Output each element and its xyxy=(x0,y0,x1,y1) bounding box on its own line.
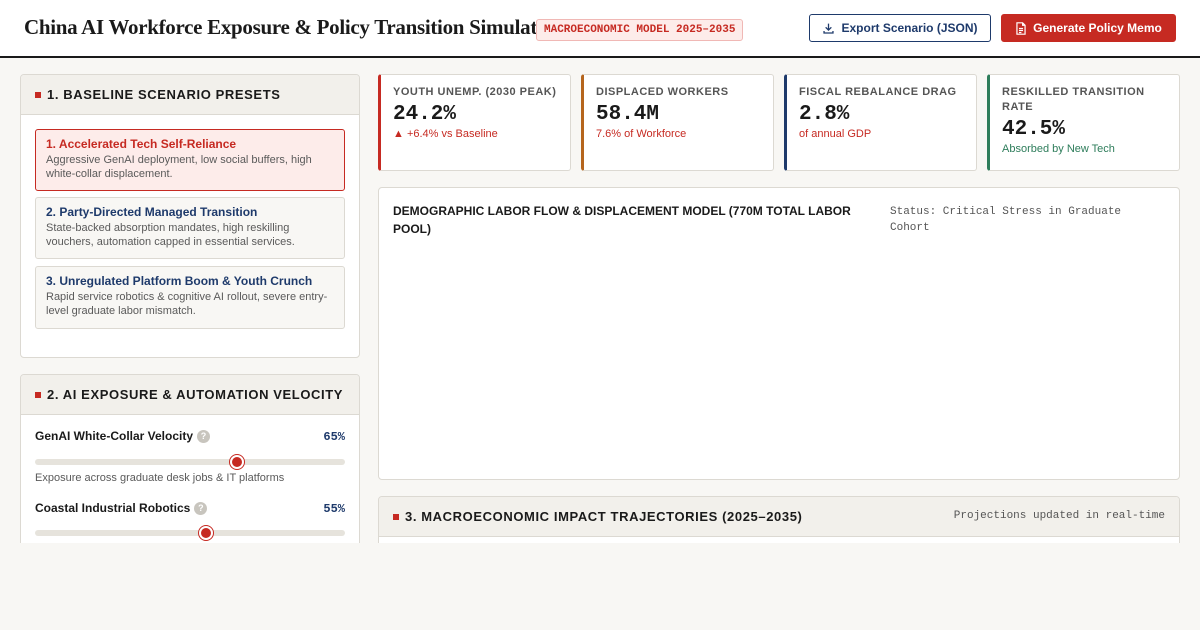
presets-header: 1. BASELINE SCENARIO PRESETS xyxy=(21,75,359,115)
page-footer-band xyxy=(0,543,1200,630)
preset-title: 1. Accelerated Tech Self-Reliance xyxy=(46,137,237,151)
kpi-value: 2.8% xyxy=(799,103,850,126)
model-tag: MACROECONOMIC MODEL 2025–2035 xyxy=(536,19,744,41)
kpi-label: YOUTH UNEMP. (2030 PEAK) xyxy=(393,86,557,98)
preset-platform-boom[interactable]: 3. Unregulated Platform Boom & Youth Cru… xyxy=(35,266,345,329)
document-icon xyxy=(1016,21,1026,35)
kpi-reskilled-rate: RESKILLED TRANSITION RATE 42.5% Absorbed… xyxy=(987,74,1180,171)
kpi-label: FISCAL REBALANCE DRAG xyxy=(799,86,957,98)
help-icon[interactable]: ? xyxy=(197,429,211,443)
labor-flow-status: Status: Critical Stress in Graduate Coho… xyxy=(890,206,1122,234)
kpi-fiscal-drag: FISCAL REBALANCE DRAG 2.8% of annual GDP xyxy=(784,74,977,171)
help-icon[interactable]: ? xyxy=(194,501,208,515)
presets-panel: 1. BASELINE SCENARIO PRESETS 1. Accelera… xyxy=(20,74,360,358)
preset-desc: Rapid service robotics & cognitive AI ro… xyxy=(46,291,328,317)
kpi-label: RESKILLED TRANSITION RATE xyxy=(1002,86,1145,113)
trajectories-title: 3. MACROECONOMIC IMPACT TRAJECTORIES (20… xyxy=(405,509,803,524)
labor-flow-title: DEMOGRAPHIC LABOR FLOW & DISPLACEMENT MO… xyxy=(393,204,851,236)
genai-velocity-slider[interactable] xyxy=(35,455,345,469)
download-icon xyxy=(823,23,835,34)
kpi-sub: 7.6% of Workforce xyxy=(596,128,687,140)
kpi-sub: Absorbed by New Tech xyxy=(1002,143,1115,155)
preset-desc: State-backed absorption mandates, high r… xyxy=(46,222,295,248)
preset-accelerated-tech[interactable]: 1. Accelerated Tech Self-Reliance Aggres… xyxy=(35,129,345,191)
genai-velocity-label: GenAI White-Collar Velocity ? xyxy=(35,429,211,443)
kpi-displaced-workers: DISPLACED WORKERS 58.4M 7.6% of Workforc… xyxy=(581,74,774,171)
kpi-label: DISPLACED WORKERS xyxy=(596,86,729,98)
genai-velocity-value: 65% xyxy=(323,430,345,444)
exposure-header: 2. AI EXPOSURE & AUTOMATION VELOCITY xyxy=(21,375,359,415)
slider-thumb[interactable] xyxy=(229,455,244,469)
app-title: China AI Workforce Exposure & Policy Tra… xyxy=(24,15,557,39)
section-marker-icon xyxy=(35,91,41,98)
section-marker-icon xyxy=(393,513,399,520)
preset-title: 2. Party-Directed Managed Transition xyxy=(46,205,258,219)
kpi-youth-unemployment: YOUTH UNEMP. (2030 PEAK) 24.2% ▲ +6.4% v… xyxy=(378,74,571,171)
exposure-title: 2. AI EXPOSURE & AUTOMATION VELOCITY xyxy=(47,387,344,402)
labor-flow-panel: DEMOGRAPHIC LABOR FLOW & DISPLACEMENT MO… xyxy=(378,187,1180,480)
robotics-value: 55% xyxy=(323,502,345,516)
kpi-delta: ▲ +6.4% vs Baseline xyxy=(393,128,498,140)
app-header: China AI Workforce Exposure & Policy Tra… xyxy=(0,0,1200,58)
memo-label: Generate Policy Memo xyxy=(1033,21,1162,35)
presets-title: 1. BASELINE SCENARIO PRESETS xyxy=(47,87,281,102)
preset-desc: Aggressive GenAI deployment, low social … xyxy=(46,154,312,180)
genai-velocity-note: Exposure across graduate desk jobs & IT … xyxy=(35,472,285,484)
kpi-value: 58.4M xyxy=(596,103,660,126)
preset-title: 3. Unregulated Platform Boom & Youth Cru… xyxy=(46,274,313,288)
preset-managed-transition[interactable]: 2. Party-Directed Managed Transition Sta… xyxy=(35,197,345,259)
slider-label-text: GenAI White-Collar Velocity xyxy=(35,429,194,443)
robotics-slider[interactable] xyxy=(35,526,345,540)
export-label: Export Scenario (JSON) xyxy=(841,21,978,35)
kpi-value: 24.2% xyxy=(393,103,457,126)
section-marker-icon xyxy=(35,391,41,398)
trajectories-header: 3. MACROECONOMIC IMPACT TRAJECTORIES (20… xyxy=(379,497,1179,537)
kpi-sub: of annual GDP xyxy=(799,128,872,140)
robotics-label: Coastal Industrial Robotics ? xyxy=(35,501,208,515)
slider-label-text: Coastal Industrial Robotics xyxy=(35,501,191,515)
kpi-value: 42.5% xyxy=(1002,118,1066,141)
trajectories-note: Projections updated in real-time xyxy=(953,510,1165,522)
exposure-panel: 2. AI EXPOSURE & AUTOMATION VELOCITY Gen… xyxy=(20,374,360,554)
slider-thumb[interactable] xyxy=(198,526,213,540)
export-scenario-button[interactable]: Export Scenario (JSON) xyxy=(809,14,991,42)
generate-memo-button[interactable]: Generate Policy Memo xyxy=(1001,14,1176,42)
